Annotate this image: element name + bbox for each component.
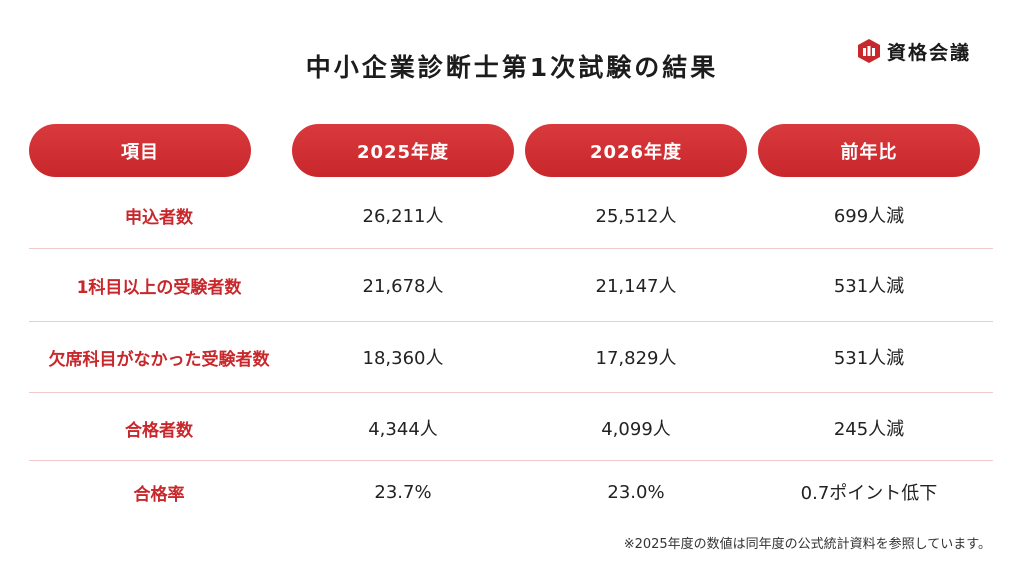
- value-change: 699人減: [833, 206, 905, 227]
- row-label: 1科目以上の受験者数: [76, 277, 242, 298]
- value-2025: 23.7%: [374, 481, 432, 503]
- row-label: 欠席科目がなかった受験者数: [48, 349, 270, 370]
- header-2025: 2025年度: [292, 124, 514, 177]
- row-label: 合格者数: [125, 420, 193, 441]
- page-title: 中小企業診断士第1次試験の結果: [305, 53, 719, 82]
- row-divider: [29, 321, 993, 322]
- brand-hexagon-icon: [858, 39, 880, 63]
- table-row: 申込者数 26,211人 25,512人 699人減: [29, 180, 993, 250]
- value-change: 531人減: [833, 348, 905, 369]
- value-change: 245人減: [833, 419, 905, 440]
- value-2025: 26,211人: [362, 206, 444, 227]
- row-label: 申込者数: [125, 207, 193, 228]
- row-divider: [29, 392, 993, 393]
- value-change: 0.7ポイント低下: [800, 483, 938, 504]
- brand-logo: 資格会議: [858, 37, 971, 65]
- footnote: ※2025年度の数値は同年度の公式統計資料を参照しています。: [623, 537, 991, 552]
- value-change: 531人減: [833, 276, 905, 297]
- value-2025: 4,344人: [368, 419, 438, 440]
- row-divider: [29, 248, 993, 249]
- table-row: 欠席科目がなかった受験者数 18,360人 17,829人 531人減: [29, 322, 993, 392]
- value-2026: 17,829人: [595, 348, 677, 369]
- header-change: 前年比: [758, 124, 980, 177]
- value-2025: 21,678人: [362, 276, 444, 297]
- value-2025: 18,360人: [362, 348, 444, 369]
- table-header: 項目 2025年度 2026年度 前年比: [0, 124, 1024, 180]
- header-2026: 2026年度: [525, 124, 747, 177]
- row-label: 合格率: [133, 484, 185, 505]
- row-divider: [29, 460, 993, 461]
- value-2026: 23.0%: [607, 481, 665, 503]
- table-row: 1科目以上の受験者数 21,678人 21,147人 531人減: [29, 250, 993, 320]
- value-2026: 4,099人: [601, 419, 671, 440]
- value-2026: 21,147人: [595, 276, 677, 297]
- value-2026: 25,512人: [595, 206, 677, 227]
- table-row: 合格率 23.7% 23.0% 0.7ポイント低下: [29, 458, 993, 526]
- table-row: 合格者数 4,344人 4,099人 245人減: [29, 393, 993, 463]
- header-item: 項目: [29, 124, 251, 177]
- brand-name: 資格会議: [887, 41, 972, 64]
